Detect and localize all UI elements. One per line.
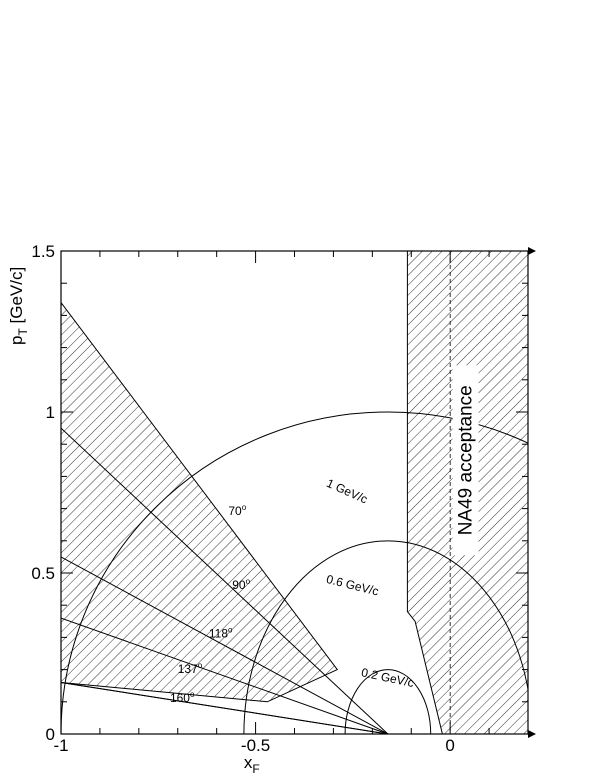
y-tick-label: 0: [46, 725, 55, 744]
x-axis-label-sub: F: [252, 762, 259, 776]
angle-label-160: 160o: [170, 690, 195, 705]
angle-label-70: 70o: [228, 503, 246, 518]
angle-line-160: [61, 681, 388, 734]
arrow-top-right: [528, 247, 536, 255]
angle-label-118: 118o: [209, 625, 233, 640]
y-axis-label-sub: T: [16, 328, 30, 336]
angle-line-118: [61, 617, 389, 734]
kinematic-curves: [61, 251, 528, 734]
momentum-label: 1 GeV/c: [324, 476, 369, 506]
axis-ticks: -1 -0.5 0 0 0.5 1 1.5 xF pT [GeV/c]: [7, 242, 529, 776]
y-axis-label-unit: [GeV/c]: [7, 267, 26, 328]
x-axis-label: xF: [244, 753, 260, 776]
hatched-region-backward-wedge: [61, 301, 339, 703]
y-tick-label: 0.5: [31, 564, 55, 583]
y-tick-label: 1.5: [31, 242, 55, 261]
degree-symbol: o: [190, 690, 195, 699]
momentum-label: 0.6 GeV/c: [325, 572, 380, 598]
y-axis-label: pT [GeV/c]: [7, 267, 30, 345]
momentum-label: 0.2 GeV/c: [360, 665, 415, 690]
angle-line-70: [61, 427, 389, 734]
y-axis-label-main: p: [7, 336, 26, 345]
acceptance-label-bg: [452, 365, 479, 556]
degree-symbol: o: [246, 577, 251, 586]
acceptance-label: NA49 acceptance: [456, 385, 477, 535]
degree-symbol: o: [198, 661, 203, 670]
x-tick-label: -0.5: [241, 736, 270, 755]
y-tick-label: 1: [46, 403, 55, 422]
x-tick-label: 0: [445, 736, 454, 755]
x-tick-label: -1: [53, 736, 68, 755]
degree-symbol: o: [228, 625, 233, 634]
curve-labels: 1 GeV/c0.6 GeV/c0.2 GeV/c70o90o118o137o1…: [170, 365, 479, 705]
angle-label-137: 137o: [178, 661, 203, 676]
degree-symbol: o: [242, 503, 247, 512]
arrow-bottom-right: [528, 730, 536, 738]
momentum-circle-0-2: [344, 669, 432, 734]
momentum-circle-0-6: [243, 540, 528, 734]
angle-line-90: [61, 556, 389, 734]
momentum-circle-1: [61, 411, 528, 734]
